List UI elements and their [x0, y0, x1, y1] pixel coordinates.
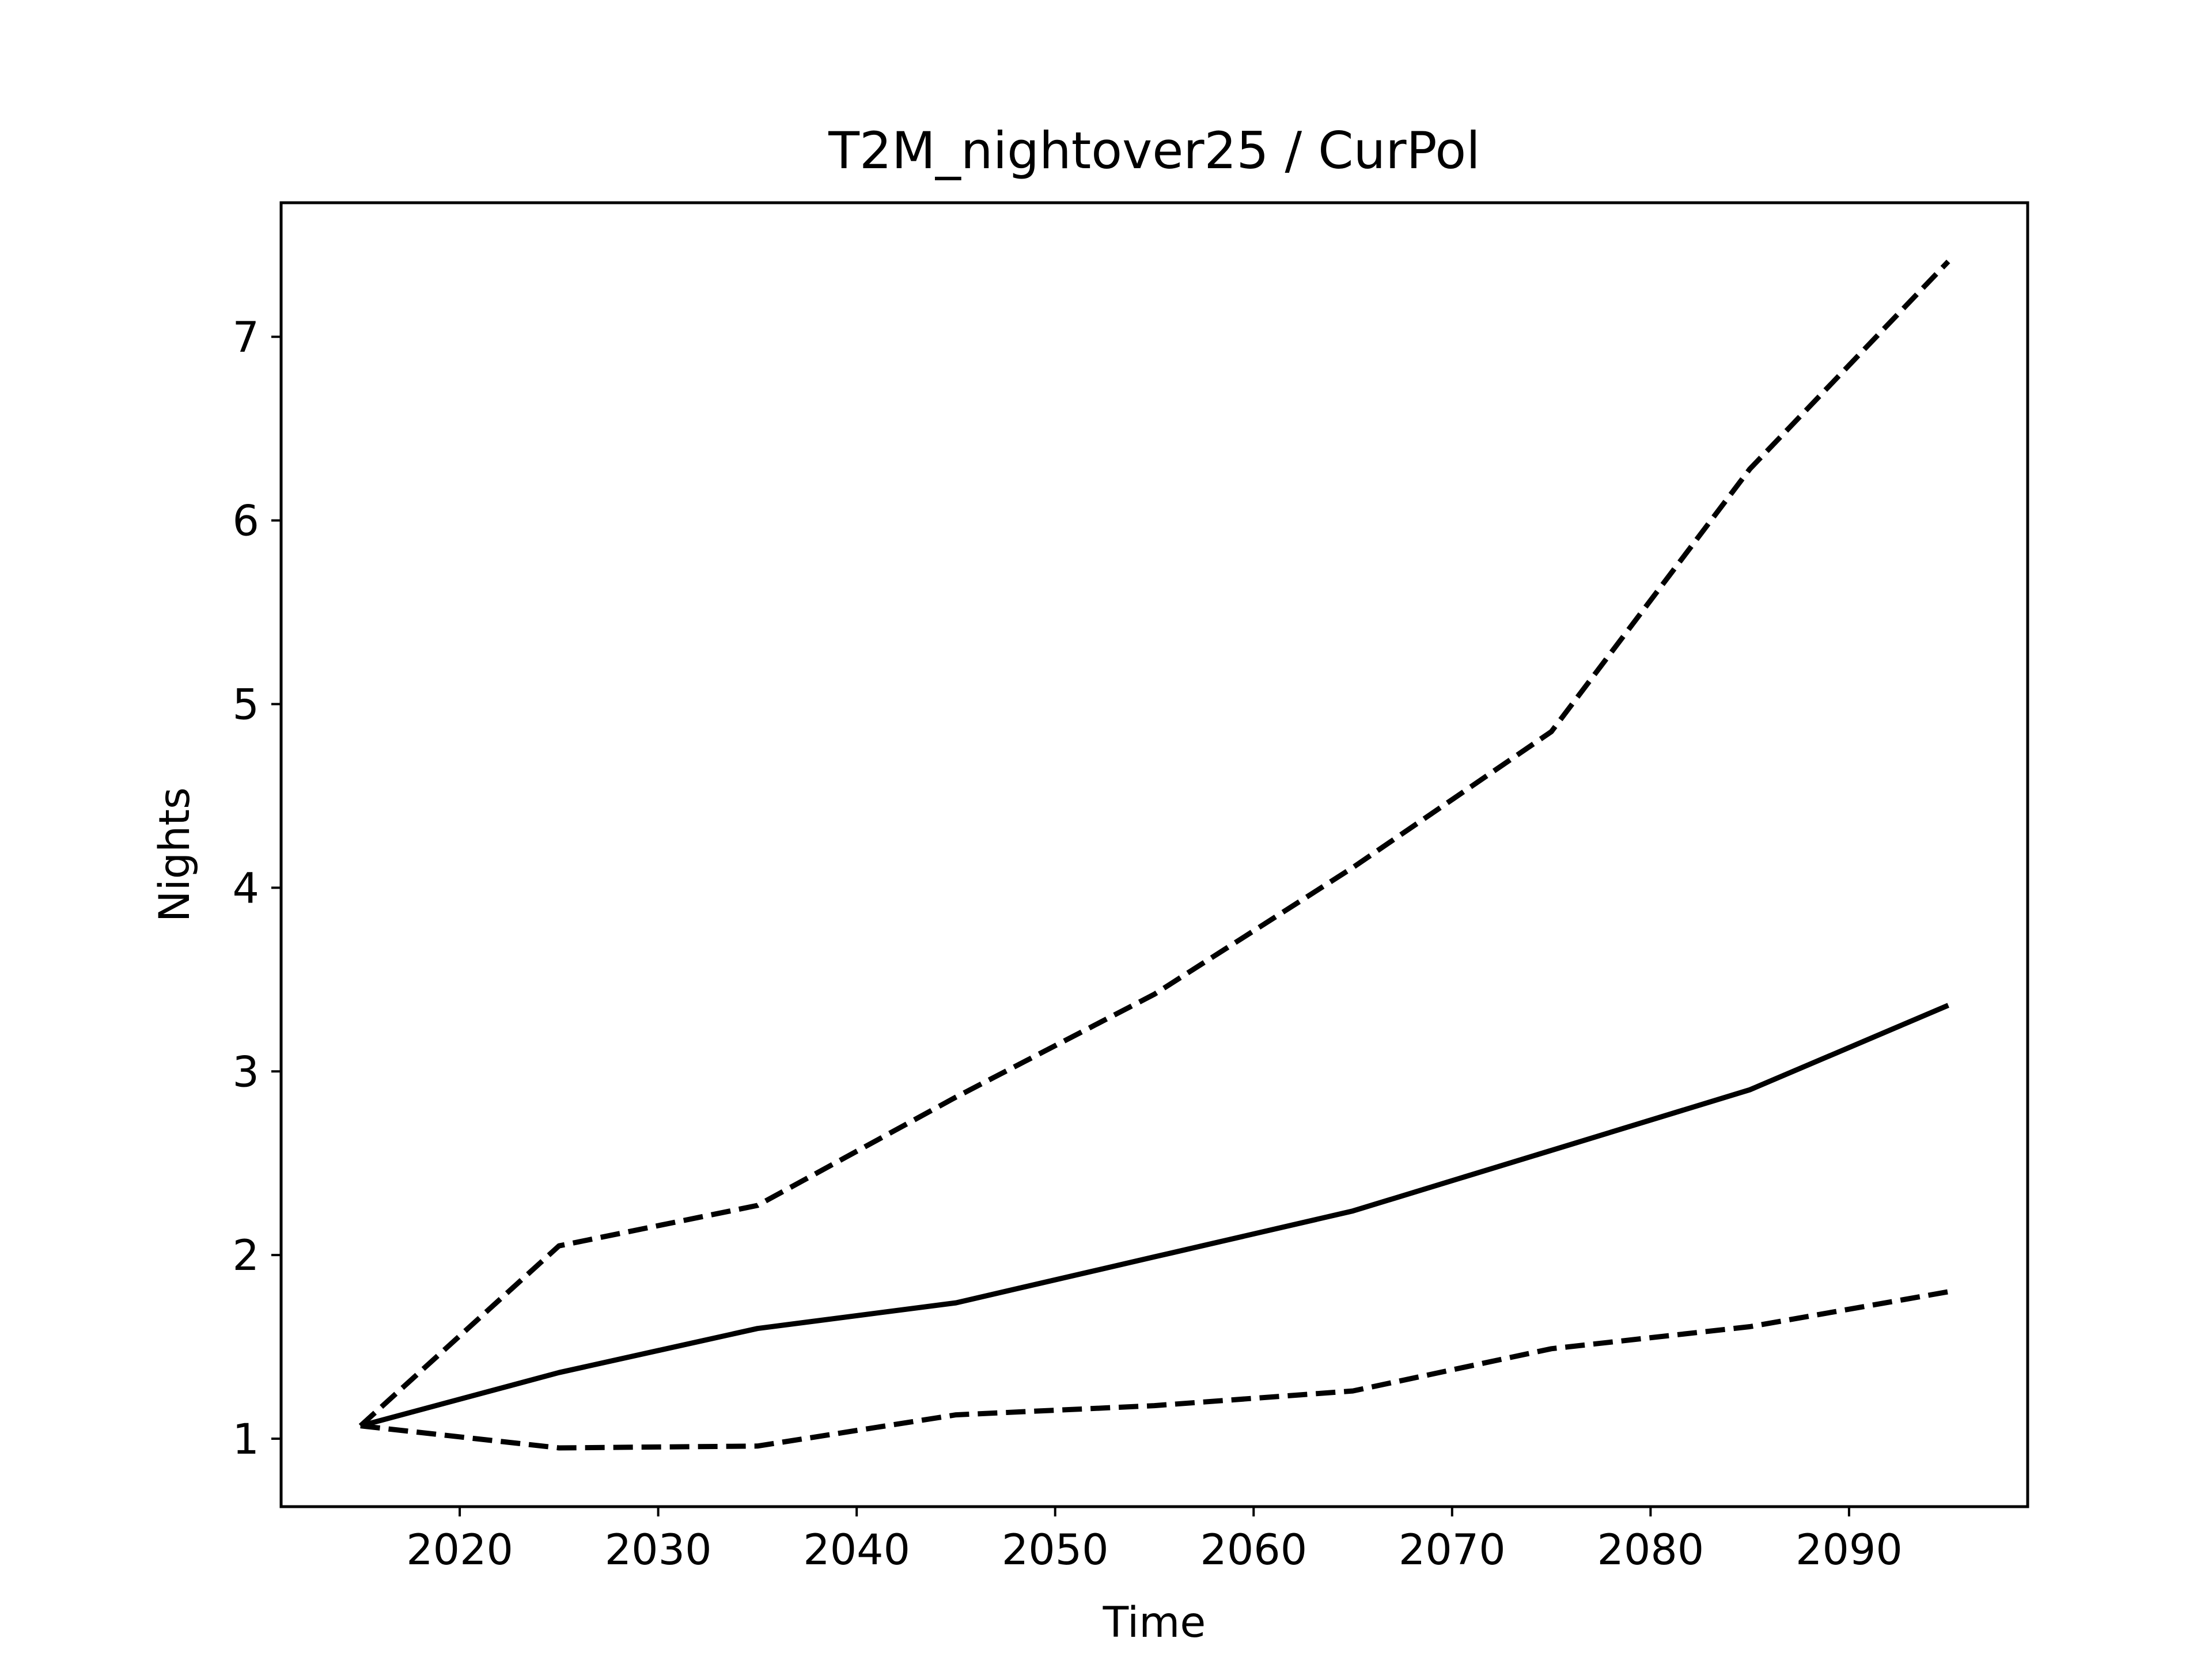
y-tick-label: 7 [233, 313, 259, 362]
x-tick-label: 2090 [1796, 1526, 1903, 1575]
y-tick-label: 5 [233, 681, 259, 730]
chart-title: T2M_nightover25 / CurPol [828, 121, 1480, 180]
x-tick-label: 2040 [803, 1526, 910, 1575]
series-line-2 [358, 259, 1950, 1428]
x-axis-label: Time [1103, 1598, 1206, 1647]
y-tick-label: 3 [233, 1048, 259, 1097]
x-tick-label: 2060 [1200, 1526, 1307, 1575]
series-line-1 [359, 1003, 1949, 1429]
x-tick-label: 2020 [406, 1526, 513, 1575]
x-tick-label: 2030 [605, 1526, 712, 1575]
series-line-3 [360, 1289, 1949, 1451]
y-tick-label: 4 [233, 864, 259, 913]
y-tick-label: 2 [233, 1231, 259, 1280]
x-tick-label: 2080 [1597, 1526, 1704, 1575]
y-tick-label: 6 [233, 497, 259, 546]
plot-frame [279, 201, 2029, 1508]
y-axis-label: Nights [150, 787, 199, 922]
x-tick-label: 2050 [1002, 1526, 1109, 1575]
series-layer [358, 259, 1950, 1451]
y-axis: 1 2 3 4 5 6 7 [233, 313, 281, 1464]
x-axis: 2020 2030 2040 2050 2060 2070 2080 2090 [406, 1507, 1903, 1575]
y-tick-label: 1 [233, 1415, 259, 1464]
x-tick-label: 2070 [1399, 1526, 1506, 1575]
